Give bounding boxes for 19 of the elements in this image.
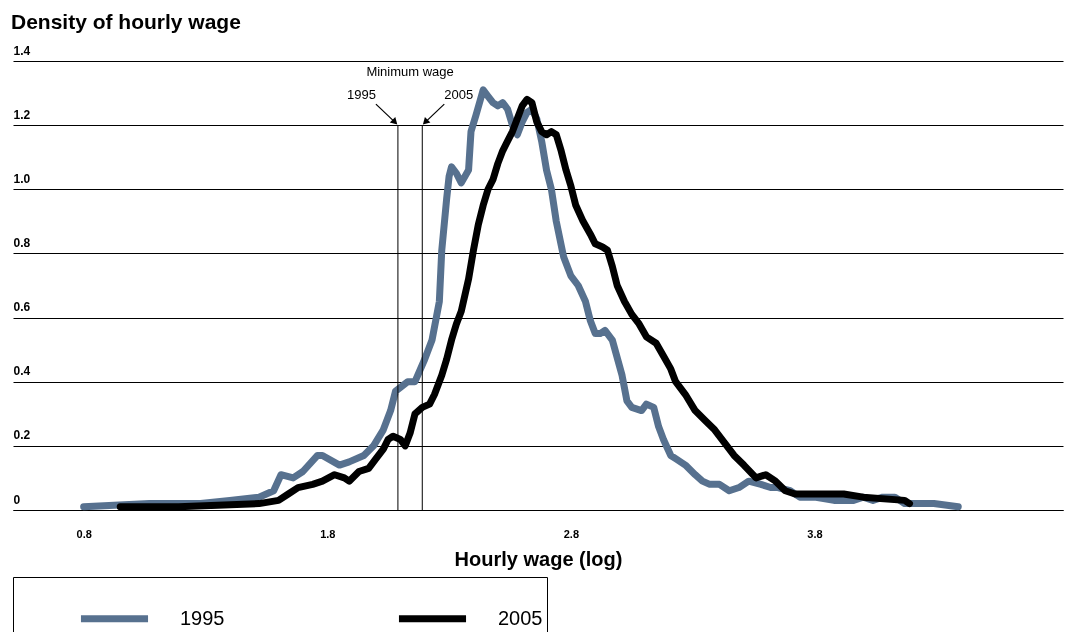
y-tick-label: 0.8 <box>13 235 31 250</box>
legend-label: 1995 <box>180 606 225 629</box>
y-tick-label: 0 <box>13 492 21 507</box>
y-tick-label: 1.0 <box>13 171 31 186</box>
x-tick-label: 1.8 <box>320 527 336 540</box>
x-tick-label: 2.8 <box>563 527 580 540</box>
x-tick-label: 3.8 <box>807 527 823 540</box>
y-tick-label: 1.2 <box>13 107 31 122</box>
x-axis-title: Hourly wage (log) <box>454 547 623 570</box>
annotation: 2005 <box>444 87 474 103</box>
legend-label: 2005 <box>498 606 543 629</box>
chart-title: Density of hourly wage <box>10 9 242 34</box>
annotation: Minimum wage <box>366 64 454 79</box>
y-tick-label: 1.4 <box>13 43 31 58</box>
y-tick-label: 0.6 <box>13 300 31 315</box>
x-tick-label: 0.8 <box>76 527 92 540</box>
y-tick-label: 0.4 <box>13 364 31 379</box>
annotation: 1995 <box>347 87 376 103</box>
y-tick-label: 0.2 <box>13 428 31 443</box>
